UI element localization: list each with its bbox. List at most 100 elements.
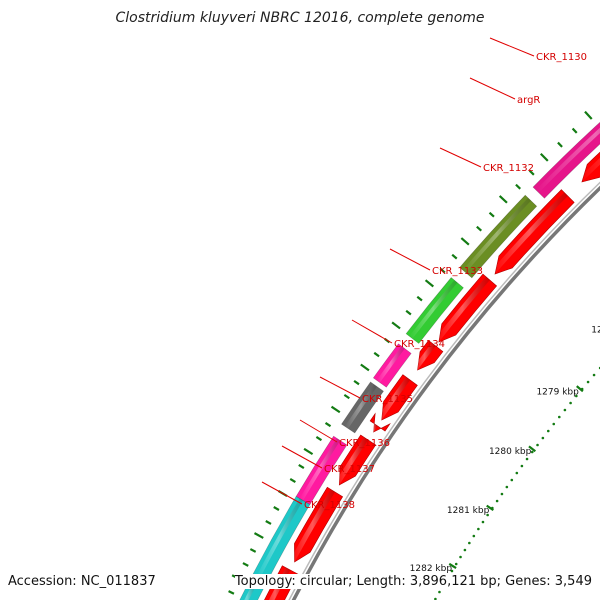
gc-tick (498, 195, 508, 204)
kbp-tick (576, 385, 584, 393)
kbp-label: 1278 kbp (591, 325, 600, 335)
gc-tick (253, 532, 264, 539)
gc-tick (528, 169, 535, 176)
category-gene-gloss (376, 346, 405, 383)
gc-tick (265, 520, 272, 525)
gc-tick (315, 435, 323, 442)
gene-label: CKR_1133 (432, 266, 483, 277)
scale-dot (546, 429, 550, 433)
scale-dot (463, 548, 467, 552)
scale-dot (525, 457, 529, 461)
scale-dot (481, 520, 485, 524)
gc-tick (488, 211, 495, 218)
gc-tick (571, 127, 578, 134)
gc-tick (228, 590, 235, 595)
map-title: Clostridium kluyveri NBRC 12016, complet… (115, 10, 485, 26)
gc-tick (343, 393, 350, 400)
scale-dot (500, 492, 504, 496)
gc-tick (289, 478, 296, 484)
forward-gene-arrow (294, 486, 344, 563)
gc-tick (584, 110, 593, 120)
gene-label: CKR_1138 (304, 500, 355, 511)
category-gene-gloss (255, 498, 304, 581)
label-leader-line (351, 319, 393, 344)
scale-dot (541, 436, 545, 440)
forward-gene-gloss (413, 342, 436, 370)
label-leader-line (439, 147, 482, 168)
label-leader-line (389, 248, 431, 271)
gc-tick (416, 295, 423, 302)
label-leader-line (489, 37, 535, 57)
forward-gene-gloss (434, 276, 490, 342)
scale-dot (468, 541, 471, 545)
forward-gene-gloss (377, 377, 411, 420)
scale-dot (515, 471, 519, 475)
forward-gene-gloss (290, 489, 335, 562)
scale-dot (552, 422, 556, 426)
gene-label: CKR_1137 (324, 464, 375, 475)
category-gene-gloss (462, 197, 531, 273)
backbone-line (291, 185, 600, 600)
forward-gene-gloss (491, 192, 568, 274)
forward-gene-arrow (494, 189, 575, 275)
scale-dot (434, 597, 437, 600)
scale-dot (520, 464, 524, 468)
backbone-highlight (288, 181, 600, 600)
gene-label-layer: CKR_1130 argR CKR_1132 CKR_1133 CKR_1134 CKR_… (261, 37, 587, 511)
label-leader-line (281, 445, 323, 469)
gc-tick (373, 351, 380, 358)
scale-dot (557, 415, 561, 419)
scale-dot (450, 569, 454, 573)
forward-gene-arrow (381, 374, 418, 421)
scale-dot (592, 373, 596, 377)
forward-gene-arrow (417, 340, 444, 371)
gc-tick (303, 447, 314, 456)
scale-dot (505, 485, 509, 489)
gene-label: argR (517, 95, 540, 106)
gc-tick (476, 225, 483, 232)
scale-dot (438, 590, 441, 594)
scale-dot (575, 394, 578, 398)
genome-summary-text: Topology: circular; Length: 3,896,121 bp… (234, 574, 592, 589)
gc-tick (298, 464, 305, 470)
kbp-label: 1280 kbp (489, 447, 532, 457)
gene-label: CKR_1132 (483, 163, 534, 174)
forward-gene-gloss (369, 423, 378, 432)
gene-label: CKR_1130 (536, 52, 587, 63)
scale-dot (459, 555, 462, 559)
gc-tick (324, 421, 332, 428)
gc-tick (539, 152, 549, 162)
forward-gene-track (264, 151, 600, 600)
kbp-scale: 1274 kbp1275 kbp1276 kbp1277 kbp1278 kbp… (410, 325, 600, 600)
category-gene-gloss (344, 384, 377, 429)
scale-dot (586, 380, 590, 384)
gene-label: CKR_1135 (362, 394, 413, 405)
gc-tick (353, 379, 360, 386)
kbp-label: 1281 kbp (447, 506, 490, 516)
scale-dot (454, 562, 458, 566)
scale-dot (510, 478, 514, 482)
label-leader-line (299, 419, 338, 443)
gc-tick (405, 309, 412, 316)
label-leader-line (261, 481, 303, 505)
scale-dot (495, 499, 499, 503)
gc-tick (557, 141, 563, 148)
kbp-tick (486, 504, 494, 512)
gc-tick (242, 562, 249, 567)
kbp-tick (528, 445, 537, 453)
scale-dot (563, 408, 567, 412)
gene-label: CKR_1136 (339, 438, 390, 449)
scale-dot (569, 401, 572, 405)
gc-tick (460, 237, 470, 246)
forward-gene-gloss (578, 157, 600, 182)
forward-gene-gloss (335, 437, 369, 485)
gc-tick (515, 183, 522, 190)
gc-tick (451, 253, 458, 260)
gene-label: CKR_1134 (394, 339, 445, 350)
backbone-track (288, 181, 600, 600)
category-gene-gloss (535, 127, 600, 193)
category-gene-track (239, 121, 600, 600)
category-gene-gloss (409, 280, 458, 339)
label-leader-line (319, 376, 361, 399)
